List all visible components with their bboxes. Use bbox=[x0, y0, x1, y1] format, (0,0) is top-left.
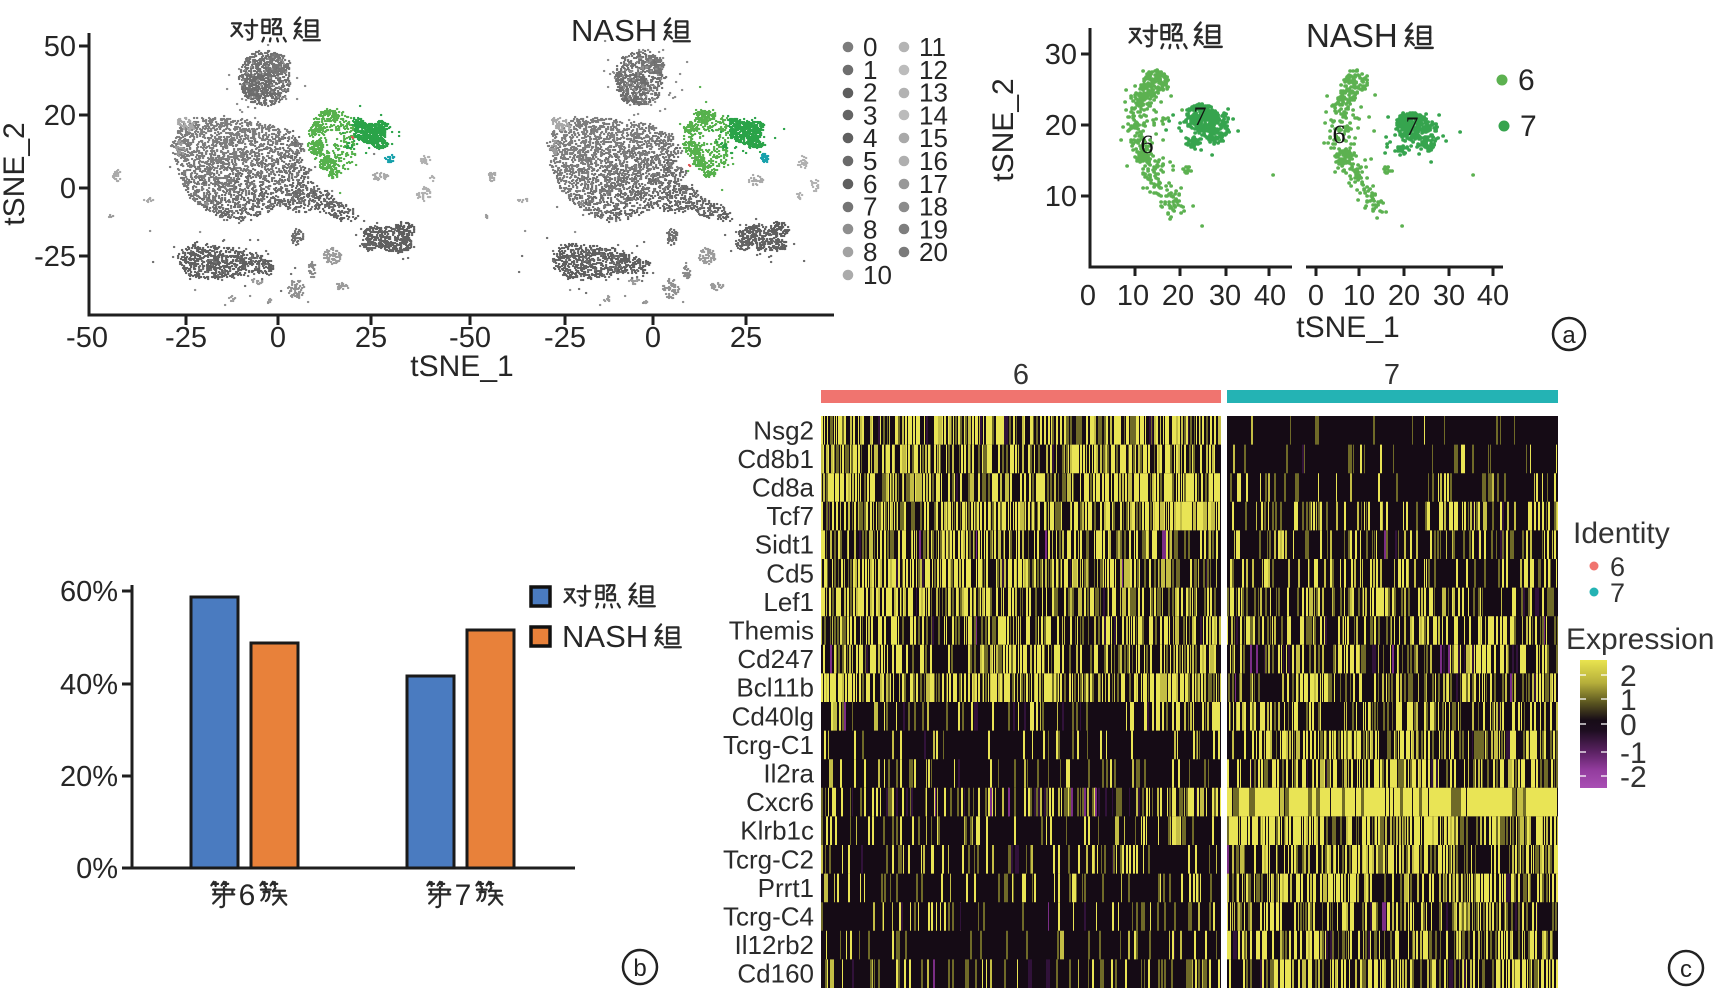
svg-text:Themis: Themis bbox=[729, 616, 814, 646]
svg-text:NASH: NASH bbox=[562, 619, 648, 654]
svg-text:a: a bbox=[1562, 322, 1576, 349]
svg-text:Cd5: Cd5 bbox=[766, 558, 814, 588]
svg-text:6: 6 bbox=[863, 169, 877, 199]
svg-text:12: 12 bbox=[919, 55, 948, 85]
svg-text:Cd8a: Cd8a bbox=[752, 473, 815, 503]
svg-text:Cd8b1: Cd8b1 bbox=[737, 444, 814, 474]
svg-text:6: 6 bbox=[239, 879, 256, 912]
svg-text:10: 10 bbox=[1117, 280, 1149, 312]
svg-text:Tcf7: Tcf7 bbox=[766, 501, 814, 531]
svg-text:14: 14 bbox=[919, 100, 948, 130]
svg-text:20: 20 bbox=[1162, 280, 1194, 312]
svg-text:20: 20 bbox=[1045, 110, 1077, 142]
svg-text:10: 10 bbox=[863, 260, 892, 290]
svg-text:-50: -50 bbox=[449, 322, 491, 354]
svg-text:20: 20 bbox=[44, 100, 76, 132]
svg-text:19: 19 bbox=[919, 214, 948, 244]
svg-text:6: 6 bbox=[1333, 120, 1346, 149]
svg-text:6: 6 bbox=[1610, 552, 1625, 582]
svg-text:13: 13 bbox=[919, 78, 948, 108]
svg-text:2: 2 bbox=[863, 78, 877, 108]
svg-text:0: 0 bbox=[863, 32, 877, 62]
svg-text:7: 7 bbox=[863, 192, 877, 222]
svg-text:tSNE_2: tSNE_2 bbox=[0, 122, 31, 225]
svg-text:30: 30 bbox=[1045, 39, 1077, 71]
svg-text:7: 7 bbox=[1406, 112, 1419, 141]
svg-text:0: 0 bbox=[1308, 280, 1324, 312]
svg-text:4: 4 bbox=[863, 123, 877, 153]
svg-text:7: 7 bbox=[1520, 110, 1537, 143]
svg-text:c: c bbox=[1680, 956, 1692, 983]
svg-text:7: 7 bbox=[1610, 578, 1625, 608]
svg-text:1: 1 bbox=[863, 55, 877, 85]
svg-text:Tcrg-C1: Tcrg-C1 bbox=[723, 730, 814, 760]
svg-text:7: 7 bbox=[1384, 359, 1400, 391]
svg-text:Sidt1: Sidt1 bbox=[755, 530, 814, 560]
svg-text:30: 30 bbox=[1209, 280, 1241, 312]
svg-text:-1: -1 bbox=[1620, 737, 1647, 770]
svg-text:0: 0 bbox=[60, 173, 76, 205]
svg-text:15: 15 bbox=[919, 123, 948, 153]
svg-text:Identity: Identity bbox=[1573, 517, 1670, 550]
svg-text:8: 8 bbox=[863, 237, 877, 267]
svg-text:40: 40 bbox=[1254, 280, 1286, 312]
svg-text:25: 25 bbox=[355, 322, 387, 354]
svg-text:Nsg2: Nsg2 bbox=[753, 415, 814, 445]
svg-text:0: 0 bbox=[645, 322, 661, 354]
svg-text:20: 20 bbox=[919, 237, 948, 267]
svg-text:-25: -25 bbox=[544, 322, 586, 354]
svg-text:Tcrg-C4: Tcrg-C4 bbox=[723, 902, 814, 932]
svg-text:1: 1 bbox=[1620, 684, 1637, 717]
svg-text:6: 6 bbox=[1013, 359, 1029, 391]
svg-text:0: 0 bbox=[270, 322, 286, 354]
svg-text:tSNE_1: tSNE_1 bbox=[410, 350, 513, 383]
svg-text:16: 16 bbox=[919, 146, 948, 176]
svg-text:Klrb1c: Klrb1c bbox=[740, 816, 814, 846]
svg-text:5: 5 bbox=[863, 146, 877, 176]
svg-text:0: 0 bbox=[1620, 709, 1637, 742]
svg-text:Tcrg-C2: Tcrg-C2 bbox=[723, 844, 814, 874]
svg-text:0: 0 bbox=[1080, 280, 1096, 312]
svg-text:Cd40lg: Cd40lg bbox=[732, 701, 814, 731]
svg-text:b: b bbox=[633, 955, 646, 982]
svg-text:Cd247: Cd247 bbox=[737, 644, 814, 674]
svg-text:7: 7 bbox=[455, 879, 472, 912]
svg-text:Cd160: Cd160 bbox=[737, 959, 814, 989]
svg-text:40%: 40% bbox=[60, 669, 118, 701]
svg-text:8: 8 bbox=[863, 214, 877, 244]
svg-text:10: 10 bbox=[1045, 181, 1077, 213]
svg-text:6: 6 bbox=[1518, 64, 1535, 97]
svg-text:Lef1: Lef1 bbox=[763, 587, 814, 617]
svg-text:Bcl11b: Bcl11b bbox=[736, 673, 814, 703]
svg-text:NASH: NASH bbox=[1306, 17, 1398, 54]
svg-text:7: 7 bbox=[1194, 102, 1207, 131]
svg-text:2: 2 bbox=[1620, 660, 1637, 693]
svg-text:tSNE_2: tSNE_2 bbox=[987, 78, 1020, 181]
svg-text:-2: -2 bbox=[1620, 761, 1647, 794]
svg-text:30: 30 bbox=[1433, 280, 1465, 312]
svg-text:60%: 60% bbox=[60, 576, 118, 608]
svg-text:3: 3 bbox=[863, 100, 877, 130]
svg-text:6: 6 bbox=[1141, 130, 1154, 159]
svg-text:25: 25 bbox=[730, 322, 762, 354]
svg-text:20%: 20% bbox=[60, 761, 118, 793]
svg-text:-25: -25 bbox=[165, 322, 207, 354]
svg-text:Expression: Expression bbox=[1566, 623, 1714, 656]
svg-text:20: 20 bbox=[1388, 280, 1420, 312]
svg-text:40: 40 bbox=[1477, 280, 1509, 312]
svg-text:0%: 0% bbox=[76, 853, 118, 885]
svg-text:Prrt1: Prrt1 bbox=[758, 873, 814, 903]
svg-text:-25: -25 bbox=[34, 241, 76, 273]
svg-text:Il12rb2: Il12rb2 bbox=[735, 930, 815, 960]
svg-text:10: 10 bbox=[1343, 280, 1375, 312]
svg-text:Il2ra: Il2ra bbox=[763, 759, 814, 789]
svg-text:Cxcr6: Cxcr6 bbox=[746, 787, 814, 817]
svg-text:-50: -50 bbox=[66, 322, 108, 354]
svg-text:18: 18 bbox=[919, 192, 948, 222]
svg-text:17: 17 bbox=[919, 169, 948, 199]
svg-text:50: 50 bbox=[44, 31, 76, 63]
svg-text:tSNE_1: tSNE_1 bbox=[1296, 311, 1399, 344]
svg-text:NASH: NASH bbox=[571, 13, 657, 48]
svg-text:11: 11 bbox=[919, 32, 946, 62]
